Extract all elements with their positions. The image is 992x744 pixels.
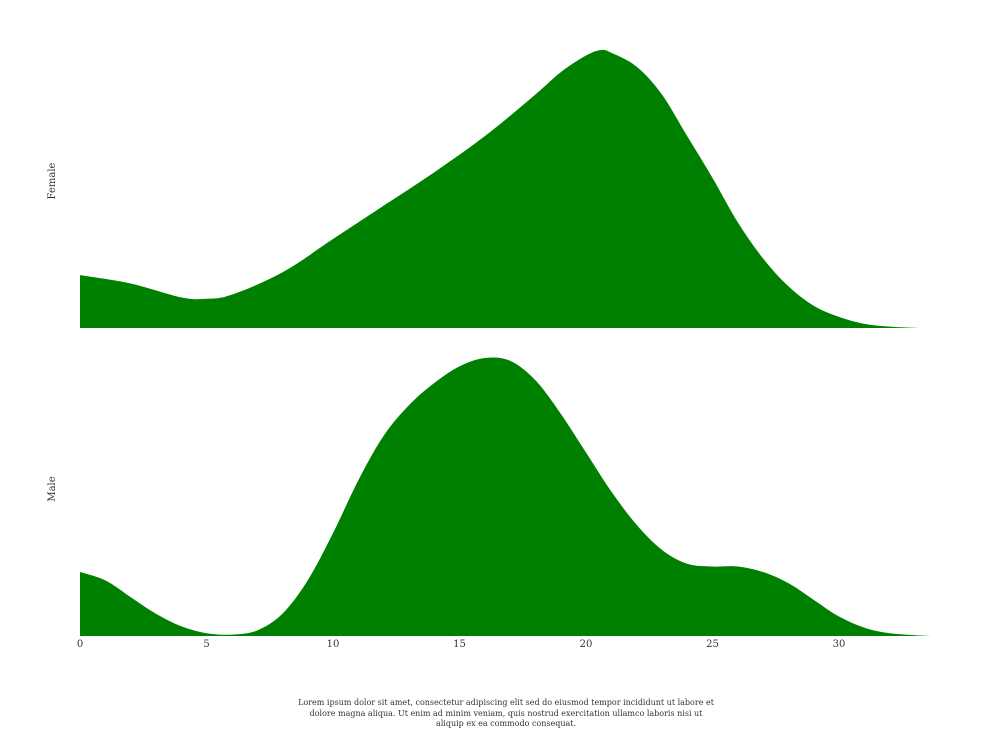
x-tick-label: 0 <box>77 639 83 650</box>
ridgeline-chart: Female Male 0 5 10 15 20 25 30 <box>47 49 931 650</box>
series-label-male: Male <box>47 476 58 501</box>
density-area-male <box>80 357 931 636</box>
series-label-female: Female <box>47 162 58 199</box>
chart-caption: Lorem ipsum dolor sit amet, consectetur … <box>298 698 714 728</box>
x-tick-label: 10 <box>327 639 340 650</box>
x-tick-label: 30 <box>833 639 846 650</box>
x-tick-label: 25 <box>706 639 719 650</box>
x-tick-label: 15 <box>453 639 466 650</box>
density-area-female <box>80 49 920 329</box>
x-tick-label: 20 <box>580 639 593 650</box>
x-tick-label: 5 <box>203 639 209 650</box>
